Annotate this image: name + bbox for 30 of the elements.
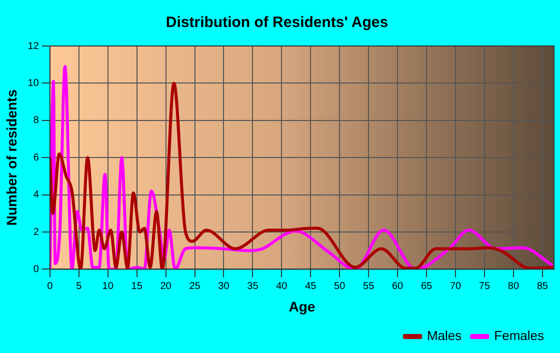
x-tick-label: 45 xyxy=(305,280,317,292)
y-tick-label: 8 xyxy=(33,115,40,126)
y-tick-label: 6 xyxy=(33,152,40,164)
x-tick-label: 80 xyxy=(508,280,520,292)
x-tick-label: 30 xyxy=(218,280,230,292)
x-tick-label: 75 xyxy=(478,280,490,292)
chart-title: Distribution of Residents' Ages xyxy=(166,14,388,32)
x-axis-title: Age xyxy=(288,298,316,314)
x-tick-label: 40 xyxy=(276,280,288,292)
x-tick-label: 5 xyxy=(76,280,82,292)
legend-label: Females xyxy=(494,328,544,344)
x-tick-label: 85 xyxy=(536,280,548,292)
y-tick-label: 2 xyxy=(33,226,40,238)
x-tick-label: 15 xyxy=(131,280,143,292)
y-tick-label: 10 xyxy=(28,78,40,89)
y-tick-label: 12 xyxy=(28,40,40,52)
y-tick-label: 0 xyxy=(33,264,40,275)
x-tick-label: 10 xyxy=(102,280,114,292)
x-tick-label: 70 xyxy=(450,280,462,292)
y-tick-label: 4 xyxy=(33,190,40,201)
x-tick-label: 35 xyxy=(247,280,259,292)
legend-label: Males xyxy=(426,328,462,344)
x-tick-label: 20 xyxy=(160,280,172,292)
x-tick-label: 55 xyxy=(363,280,375,292)
x-tick-label: 25 xyxy=(189,280,201,292)
x-tick-label: 60 xyxy=(392,280,404,292)
x-tick-label: 0 xyxy=(47,280,54,292)
y-axis-title: Number of residents xyxy=(3,89,20,226)
x-tick-label: 65 xyxy=(420,280,433,292)
x-tick-label: 50 xyxy=(334,280,346,292)
